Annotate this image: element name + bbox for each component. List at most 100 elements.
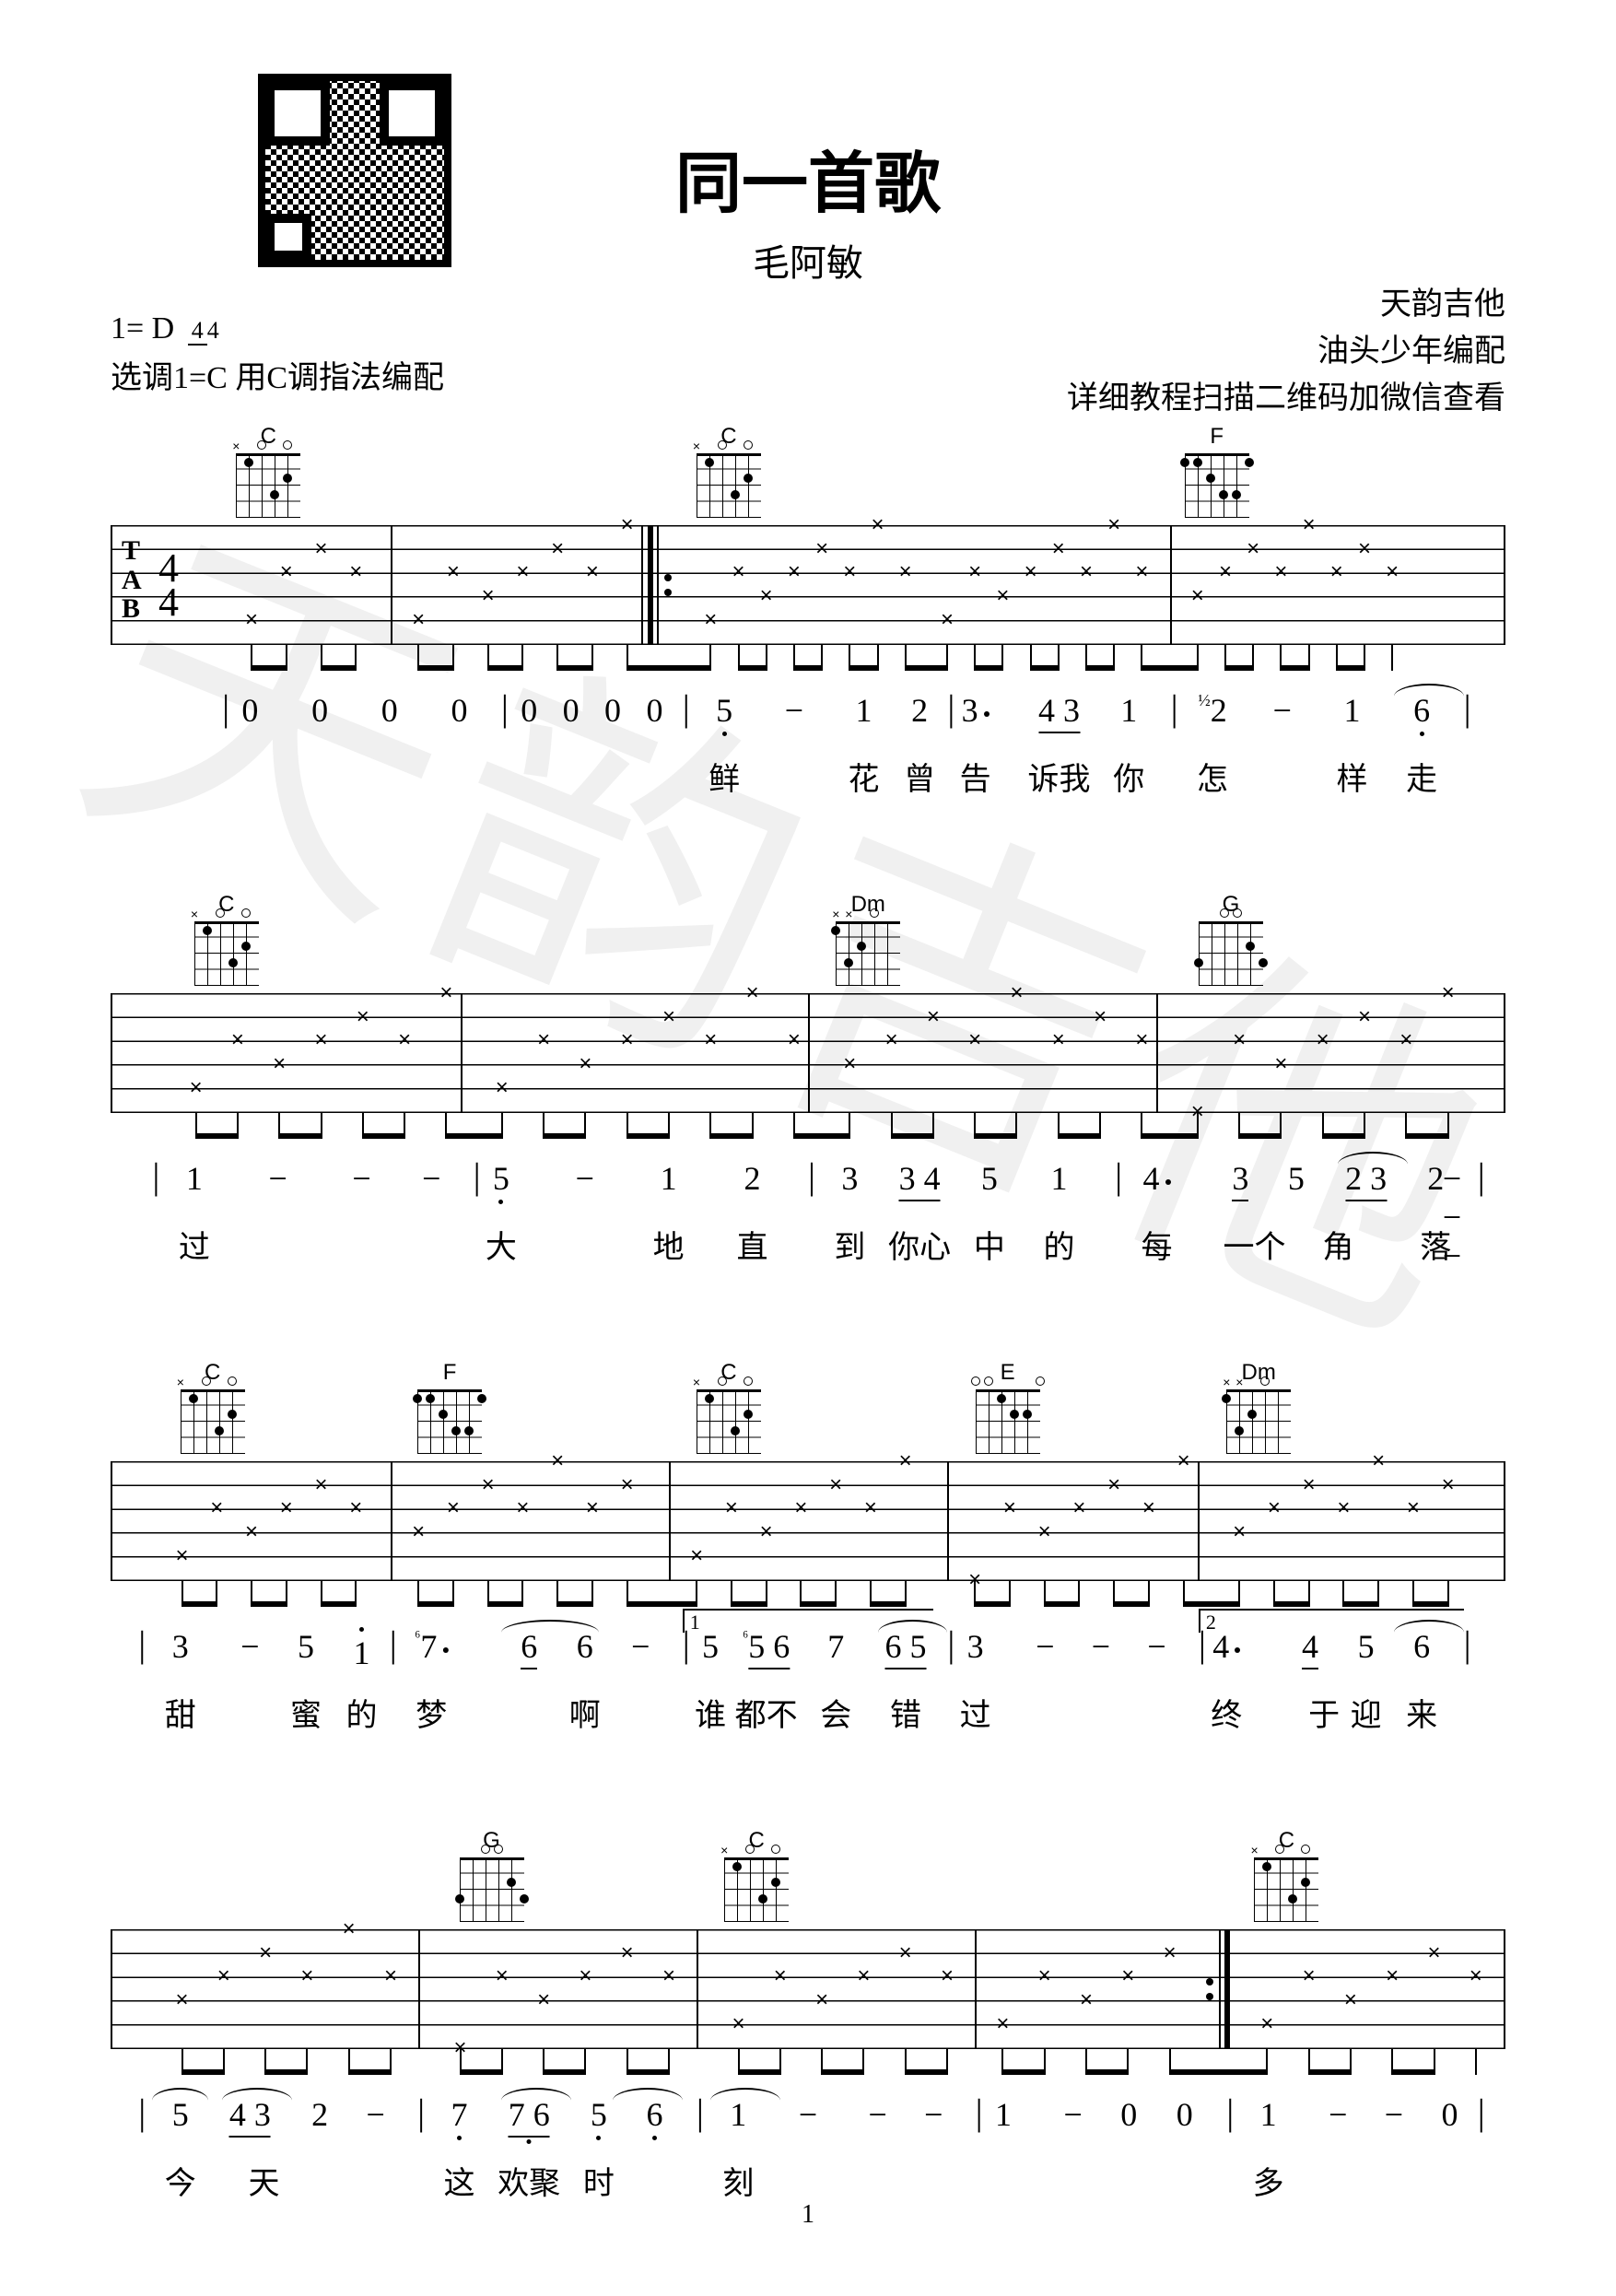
qr-code — [258, 74, 451, 267]
jianpu-note: 0 — [1441, 2095, 1458, 2134]
tab-note: × — [349, 559, 362, 585]
tab-note: × — [1274, 1051, 1287, 1077]
tab-note: × — [899, 559, 912, 585]
chord-diagram: E — [976, 1360, 1040, 1454]
jianpu-note: 0 — [604, 691, 621, 730]
jianpu-note: 1 — [1051, 1159, 1068, 1198]
tab-note: × — [357, 1004, 369, 1030]
time-signature: 44 — [158, 551, 179, 620]
jianpu-note: − — [1273, 691, 1292, 730]
tab-note: × — [482, 1472, 495, 1498]
tab-note: × — [314, 1472, 327, 1498]
tab-note: × — [1107, 1472, 1120, 1498]
lyric-syllable: 样 — [1336, 754, 1367, 799]
chord-diagram: C× — [697, 1360, 761, 1454]
lyric-syllable: 的 — [1044, 1222, 1075, 1267]
jianpu-note: ⁶5 6 — [743, 1627, 790, 1669]
jianpu-note: − — [269, 1159, 287, 1198]
tab-note: × — [175, 1987, 188, 2013]
tab-note: × — [1330, 559, 1343, 585]
lyric-syllable: 每 — [1142, 1222, 1173, 1267]
lyric-syllable: 于 — [1308, 1690, 1340, 1735]
tab-note: × — [871, 512, 884, 538]
tab-note: × — [190, 1075, 203, 1101]
tab-note: × — [1303, 1472, 1316, 1498]
tab-note: × — [704, 607, 717, 633]
tab-note: × — [1427, 1940, 1440, 1966]
lyric-syllable: 直 — [736, 1222, 767, 1267]
credit-line: 天韵吉他 — [1067, 281, 1505, 328]
tab-note: × — [829, 1472, 842, 1498]
tab-note: × — [231, 1027, 244, 1053]
jianpu-note: 2 — [744, 1159, 760, 1198]
tab-note: × — [662, 1004, 675, 1030]
tab-note: × — [1317, 1027, 1329, 1053]
tab-note: × — [1386, 559, 1399, 585]
music-system: C×C×FTAB44××××××××××××××××××××××××××××××… — [111, 424, 1505, 800]
tab-note: × — [447, 559, 460, 585]
tab-staff: ××××××××××××××××××××××××××××× — [111, 1929, 1505, 2049]
jianpu-note: 7 — [451, 2095, 468, 2140]
barline — [461, 993, 463, 1113]
jianpu-note: 3 — [1232, 1159, 1248, 1201]
barline — [1156, 993, 1158, 1113]
meta-right: 天韵吉他 油头少年编配 详细教程扫描二维码加微信查看 — [1067, 281, 1505, 422]
jianpu-note: 0 — [311, 691, 328, 730]
tab-note: × — [245, 1519, 258, 1545]
jianpu-note: ½2 — [1198, 691, 1227, 730]
barline — [391, 1461, 392, 1581]
tab-note: × — [447, 1495, 460, 1521]
tab-note: × — [1121, 1963, 1134, 1989]
tab-note: × — [843, 1051, 856, 1077]
jianpu-note: 5 — [1288, 1159, 1305, 1198]
tab-note: × — [586, 559, 599, 585]
lyric-syllable: 角 — [1322, 1222, 1353, 1267]
jianpu-note: 5 — [1358, 1627, 1375, 1666]
chord-diagram: C× — [181, 1360, 245, 1454]
tab-clef: TAB — [122, 536, 142, 624]
barline — [391, 525, 392, 645]
tab-note: × — [1052, 536, 1065, 562]
jianpu-note: 1 — [856, 691, 872, 730]
chord-diagram: G — [1199, 892, 1263, 986]
lyric-syllable: 一个 — [1223, 1222, 1285, 1267]
tab-note: × — [621, 1027, 634, 1053]
lyric-syllable: 到 — [834, 1222, 865, 1267]
tab-note: × — [662, 1963, 675, 1989]
tab-note: × — [537, 1987, 550, 2013]
tab-note: × — [760, 1519, 773, 1545]
tab-note: × — [537, 1027, 550, 1053]
jianpu-note: 4 — [1212, 1627, 1240, 1666]
tab-note: × — [1303, 512, 1316, 538]
lyric-syllable: 蜜 — [290, 1690, 322, 1735]
jianpu-note: 2 3 — [1345, 1159, 1387, 1201]
jianpu-note: 5 — [716, 691, 732, 736]
lyric-syllable: 曾 — [904, 754, 935, 799]
repeat-end — [1212, 1929, 1230, 2049]
jianpu-note: − — [1036, 1627, 1054, 1666]
lyric-syllable: 梦 — [416, 1690, 447, 1735]
jianpu-note: 2 — [911, 691, 928, 730]
jianpu-note: − — [1092, 1627, 1110, 1666]
tab-note: × — [496, 1075, 509, 1101]
lyric-syllable: 欢聚 — [498, 2158, 560, 2203]
credit-line: 详细教程扫描二维码加微信查看 — [1067, 375, 1505, 422]
tab-note: × — [586, 1495, 599, 1521]
chord-diagram: Dm×× — [836, 892, 900, 986]
jianpu-note: 6 — [646, 2095, 662, 2140]
tab-note: × — [899, 1940, 912, 1966]
tab-note: × — [1003, 1495, 1016, 1521]
jianpu-note: 3 — [841, 1159, 858, 1198]
tab-note: × — [1191, 583, 1204, 609]
page-number: 1 — [802, 2200, 814, 2230]
tab-note: × — [1344, 1987, 1357, 2013]
tab-note: × — [579, 1051, 591, 1077]
tab-note: × — [516, 1495, 529, 1521]
lyric-syllable: 时 — [583, 2158, 615, 2203]
tab-note: × — [1164, 1940, 1177, 1966]
tab-note: × — [579, 1963, 591, 1989]
tab-note: × — [815, 1987, 828, 2013]
jianpu-note: 1 — [1260, 2095, 1277, 2134]
lyric-syllable: 地 — [653, 1222, 685, 1267]
credit-line: 油头少年编配 — [1067, 328, 1505, 375]
